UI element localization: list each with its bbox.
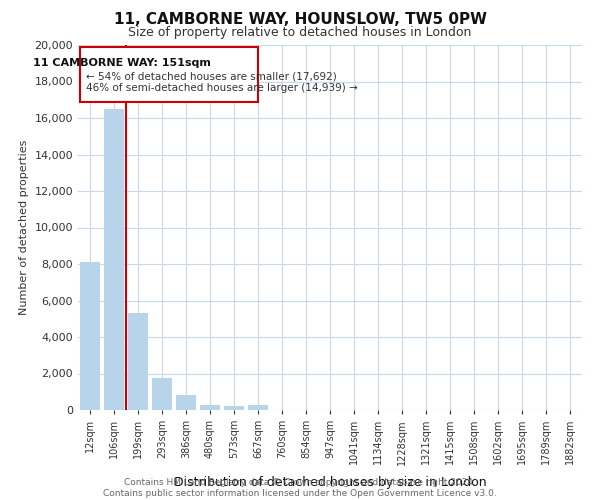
Text: 11, CAMBORNE WAY, HOUNSLOW, TW5 0PW: 11, CAMBORNE WAY, HOUNSLOW, TW5 0PW	[113, 12, 487, 28]
Bar	[152, 378, 172, 410]
Y-axis label: Number of detached properties: Number of detached properties	[19, 140, 29, 315]
Bar	[128, 314, 148, 410]
Bar	[224, 406, 244, 410]
Bar	[248, 404, 268, 410]
Text: 11 CAMBORNE WAY: 151sqm: 11 CAMBORNE WAY: 151sqm	[33, 58, 211, 68]
Bar	[176, 396, 196, 410]
Text: 46% of semi-detached houses are larger (14,939) →: 46% of semi-detached houses are larger (…	[86, 84, 358, 94]
X-axis label: Distribution of detached houses by size in London: Distribution of detached houses by size …	[173, 476, 487, 488]
Bar	[80, 47, 258, 102]
Text: Size of property relative to detached houses in London: Size of property relative to detached ho…	[128, 26, 472, 39]
Text: Contains HM Land Registry data © Crown copyright and database right 2024.
Contai: Contains HM Land Registry data © Crown c…	[103, 478, 497, 498]
Bar	[80, 262, 100, 410]
Text: ← 54% of detached houses are smaller (17,692): ← 54% of detached houses are smaller (17…	[86, 72, 337, 82]
Bar	[200, 404, 220, 410]
Bar	[104, 109, 124, 410]
